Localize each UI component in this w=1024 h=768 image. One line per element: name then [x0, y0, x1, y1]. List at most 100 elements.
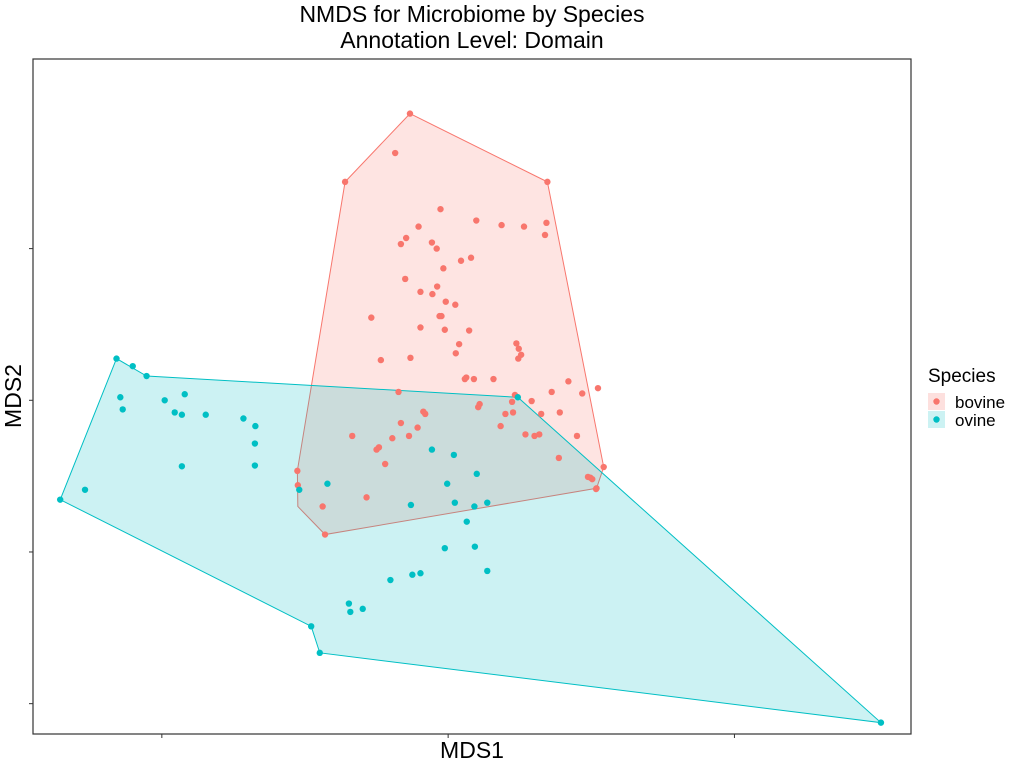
point-ovine-24 [471, 503, 478, 510]
point-bovine-29 [465, 327, 473, 334]
point-bovine-43 [548, 388, 555, 396]
legend-label-ovine: ovine [955, 411, 996, 430]
point-bovine-21 [417, 288, 424, 296]
point-bovine-47 [395, 388, 402, 396]
point-ovine-8 [202, 411, 209, 418]
legend-title: Species [928, 366, 996, 387]
legend-marker-ovine [933, 416, 940, 423]
point-bovine-39 [470, 375, 478, 383]
point-bovine-20 [429, 290, 436, 298]
point-bovine-82 [321, 531, 329, 538]
point-bovine-73 [589, 475, 596, 483]
chart-subtitle: Annotation Level: Domain [340, 27, 603, 53]
point-ovine-27 [407, 501, 415, 509]
point-ovine-25 [451, 499, 459, 506]
point-bovine-9 [541, 231, 549, 239]
point-ovine-12 [251, 440, 259, 447]
point-ovine-15 [56, 496, 64, 503]
point-bovine-36 [407, 354, 414, 362]
point-bovine-59 [522, 431, 529, 438]
point-bovine-81 [319, 503, 326, 510]
point-ovine-37 [307, 623, 315, 630]
tick-layer [29, 248, 735, 738]
point-ovine-40 [514, 394, 522, 401]
point-ovine-6 [181, 391, 188, 398]
point-bovine-70 [381, 460, 389, 468]
point-bovine-50 [528, 397, 535, 405]
point-bovine-66 [405, 432, 413, 440]
point-ovine-39 [877, 719, 885, 726]
point-bovine-68 [373, 446, 380, 453]
point-bovine-76 [600, 463, 607, 471]
hull-layer [59, 112, 883, 724]
point-bovine-65 [414, 424, 421, 431]
point-bovine-75 [592, 485, 600, 493]
point-ovine-29 [484, 567, 491, 575]
point-ovine-2 [129, 362, 136, 370]
point-bovine-0 [406, 110, 414, 117]
point-bovine-46 [594, 384, 602, 392]
point-bovine-12 [428, 239, 436, 246]
point-bovine-63 [349, 432, 356, 440]
point-ovine-0 [113, 355, 120, 362]
point-bovine-40 [461, 375, 469, 383]
point-bovine-22 [442, 298, 449, 305]
point-bovine-58 [497, 422, 504, 430]
point-bovine-31 [513, 340, 520, 347]
point-bovine-23 [452, 301, 459, 308]
point-bovine-11 [402, 234, 410, 242]
point-bovine-80 [363, 494, 370, 501]
point-bovine-55 [502, 410, 509, 418]
point-ovine-38 [316, 649, 323, 657]
point-ovine-7 [171, 409, 178, 416]
point-bovine-26 [368, 314, 375, 321]
point-bovine-54 [509, 409, 517, 416]
point-bovine-34 [515, 355, 522, 362]
point-bovine-3 [544, 178, 551, 186]
point-ovine-20 [450, 451, 458, 459]
point-ovine-34 [345, 600, 353, 607]
point-bovine-42 [565, 378, 572, 385]
point-bovine-30 [455, 340, 463, 348]
point-ovine-32 [417, 570, 424, 577]
point-ovine-4 [119, 406, 126, 413]
point-ovine-1 [143, 372, 150, 380]
point-ovine-26 [484, 499, 491, 506]
point-ovine-14 [251, 462, 259, 469]
point-bovine-27 [417, 324, 424, 331]
point-ovine-11 [252, 422, 259, 430]
point-bovine-44 [579, 390, 586, 397]
point-bovine-77 [555, 454, 563, 462]
point-bovine-13 [397, 240, 405, 248]
point-bovine-8 [520, 223, 528, 230]
point-bovine-41 [490, 375, 497, 383]
point-bovine-7 [415, 223, 422, 230]
point-bovine-69 [389, 435, 396, 442]
y-axis-label: MDS2 [0, 364, 26, 428]
point-bovine-35 [452, 350, 459, 357]
point-bovine-19 [433, 283, 441, 290]
point-bovine-25 [436, 312, 443, 320]
point-bovine-2 [341, 178, 349, 186]
point-bovine-10 [543, 219, 550, 227]
point-bovine-18 [401, 275, 409, 283]
point-bovine-45 [556, 409, 563, 416]
point-bovine-78 [294, 467, 301, 475]
point-ovine-35 [359, 605, 366, 613]
point-ovine-31 [409, 571, 416, 578]
point-ovine-10 [240, 415, 247, 422]
legend-label-bovine: bovine [955, 393, 1005, 412]
chart-title: NMDS for Microbiome by Species [299, 1, 644, 27]
point-bovine-61 [531, 432, 538, 440]
point-ovine-17 [296, 486, 303, 493]
point-bovine-62 [573, 432, 581, 440]
point-bovine-57 [537, 410, 545, 418]
point-ovine-19 [428, 446, 436, 453]
point-bovine-64 [397, 419, 405, 427]
point-bovine-37 [377, 356, 385, 364]
point-ovine-21 [473, 470, 480, 478]
point-bovine-52 [422, 410, 429, 418]
